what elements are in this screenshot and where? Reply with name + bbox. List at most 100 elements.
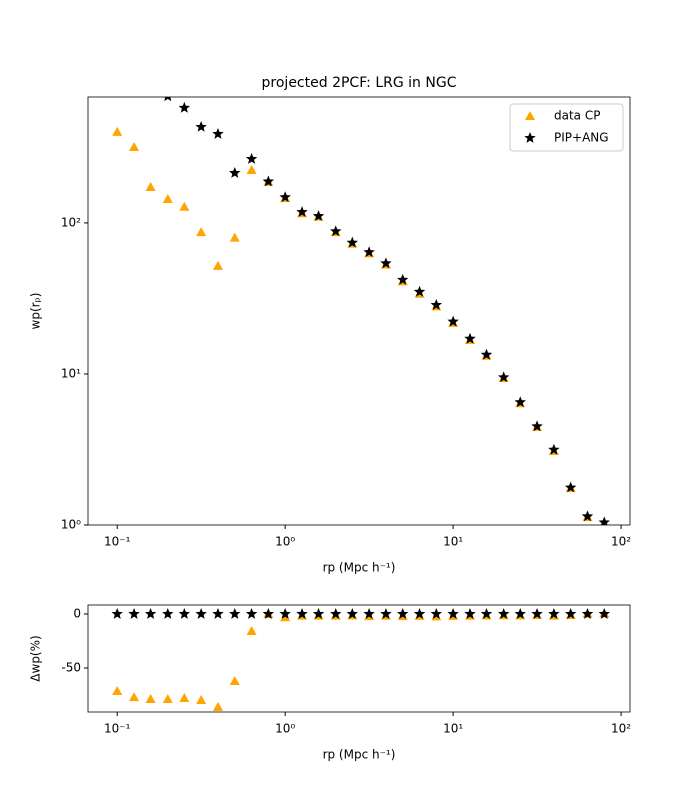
marker xyxy=(246,625,257,635)
marker xyxy=(548,607,560,619)
axes-frame xyxy=(87,604,631,713)
marker xyxy=(112,42,123,53)
marker xyxy=(397,607,409,619)
marker xyxy=(480,348,493,360)
marker xyxy=(279,191,291,203)
marker xyxy=(196,695,207,705)
marker xyxy=(497,371,510,383)
marker xyxy=(245,153,258,164)
x-tick-label: 10¹ xyxy=(443,722,463,736)
marker xyxy=(330,607,342,619)
marker xyxy=(564,481,577,493)
marker xyxy=(178,607,191,619)
marker xyxy=(497,607,510,619)
marker xyxy=(212,701,223,711)
legend: data CP PIP+ANG xyxy=(509,103,624,152)
marker xyxy=(195,120,207,132)
marker xyxy=(162,194,173,204)
marker xyxy=(229,675,240,685)
marker xyxy=(514,396,526,408)
marker xyxy=(346,607,358,619)
marker xyxy=(128,607,140,619)
x-tick-label: 10² xyxy=(611,722,631,736)
marker xyxy=(296,206,308,217)
marker xyxy=(212,260,223,270)
marker xyxy=(162,607,174,619)
marker xyxy=(413,285,426,297)
marker xyxy=(112,686,123,696)
y-tick-label: -50 xyxy=(61,661,81,675)
marker xyxy=(212,607,224,619)
x-axis-label: rp (Mpc h⁻¹) xyxy=(323,561,396,575)
marker xyxy=(129,142,140,152)
marker xyxy=(128,47,139,58)
marker xyxy=(262,607,275,619)
marker xyxy=(179,201,190,211)
marker xyxy=(145,82,156,93)
marker xyxy=(480,607,493,619)
marker xyxy=(581,510,594,522)
marker xyxy=(178,101,191,113)
x-axis-label: rp (Mpc h⁻¹) xyxy=(323,748,396,762)
marker xyxy=(464,607,476,619)
marker xyxy=(413,607,426,619)
marker xyxy=(514,607,526,619)
marker xyxy=(397,273,409,285)
marker xyxy=(380,607,392,619)
marker xyxy=(195,607,207,619)
legend-frame xyxy=(509,103,624,152)
marker xyxy=(312,210,325,221)
marker xyxy=(598,516,610,525)
marker xyxy=(279,607,291,619)
plot-area xyxy=(112,42,610,525)
marker xyxy=(363,607,375,619)
marker xyxy=(447,315,459,327)
marker xyxy=(229,232,240,242)
chart-title: projected 2PCF: LRG in NGC xyxy=(262,75,457,91)
marker xyxy=(280,612,291,622)
x-tick-label: 10² xyxy=(611,535,631,549)
marker xyxy=(245,607,258,619)
x-tick-label: 10¹ xyxy=(443,535,463,549)
marker xyxy=(145,694,156,704)
marker xyxy=(312,607,325,619)
marker xyxy=(262,175,275,187)
marker xyxy=(144,607,157,619)
marker xyxy=(430,607,443,619)
marker xyxy=(346,236,358,248)
marker xyxy=(246,165,257,175)
y-axis-label: wp(rₚ) xyxy=(29,293,43,330)
marker xyxy=(430,299,443,310)
y-tick-label: 10⁰ xyxy=(61,518,81,532)
marker xyxy=(330,225,342,237)
plot-area xyxy=(111,607,610,711)
x-tick-label: 10⁰ xyxy=(275,722,295,736)
marker xyxy=(179,693,190,703)
marker xyxy=(196,227,207,237)
x-tick-label: 10⁰ xyxy=(275,535,295,549)
marker xyxy=(464,332,476,344)
y-tick-label: 10² xyxy=(61,215,81,229)
marker xyxy=(164,97,172,102)
marker xyxy=(447,607,459,619)
legend-marker xyxy=(524,132,536,143)
marker xyxy=(581,607,594,619)
marker xyxy=(145,181,156,191)
legend-label: PIP+ANG xyxy=(554,131,609,145)
marker xyxy=(531,420,543,432)
marker xyxy=(112,126,123,136)
marker xyxy=(229,167,241,178)
marker xyxy=(229,607,241,619)
marker xyxy=(548,443,560,455)
marker xyxy=(212,128,224,139)
marker xyxy=(531,607,543,619)
marker xyxy=(564,607,577,619)
marker xyxy=(162,694,173,704)
y-tick-label: 10¹ xyxy=(61,366,81,380)
marker xyxy=(598,607,610,619)
marker xyxy=(380,257,392,269)
axes-frame xyxy=(87,96,631,526)
legend-marker xyxy=(525,111,535,120)
